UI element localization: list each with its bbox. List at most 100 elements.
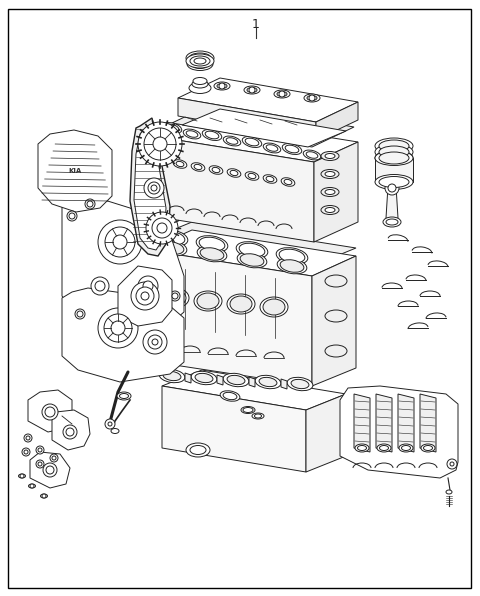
Ellipse shape (358, 445, 367, 451)
Circle shape (150, 223, 160, 233)
Circle shape (77, 311, 83, 317)
Ellipse shape (223, 392, 237, 400)
Ellipse shape (277, 258, 307, 274)
Ellipse shape (240, 254, 264, 266)
Ellipse shape (375, 151, 413, 166)
Circle shape (104, 314, 132, 342)
Ellipse shape (325, 345, 347, 357)
Ellipse shape (375, 138, 413, 154)
Ellipse shape (190, 445, 206, 455)
Polygon shape (420, 394, 436, 452)
Circle shape (144, 178, 164, 198)
Ellipse shape (165, 124, 179, 132)
Circle shape (170, 291, 180, 301)
Ellipse shape (194, 58, 206, 64)
Polygon shape (148, 230, 356, 276)
Ellipse shape (321, 169, 339, 178)
Ellipse shape (252, 413, 264, 419)
Polygon shape (118, 266, 172, 326)
Ellipse shape (191, 163, 205, 171)
Ellipse shape (276, 248, 308, 265)
Circle shape (42, 404, 58, 420)
Polygon shape (130, 118, 170, 256)
Polygon shape (306, 394, 346, 472)
Polygon shape (172, 103, 354, 147)
Polygon shape (182, 109, 346, 147)
Polygon shape (340, 386, 458, 478)
Ellipse shape (159, 370, 185, 383)
Ellipse shape (227, 375, 245, 384)
Ellipse shape (230, 296, 252, 312)
Circle shape (108, 422, 112, 426)
Ellipse shape (161, 288, 189, 308)
Polygon shape (185, 373, 191, 383)
Circle shape (388, 184, 396, 192)
Ellipse shape (379, 140, 409, 152)
Ellipse shape (303, 150, 321, 160)
Ellipse shape (446, 490, 452, 494)
Ellipse shape (28, 484, 36, 488)
Ellipse shape (176, 162, 184, 167)
Circle shape (113, 235, 127, 249)
Ellipse shape (190, 56, 210, 66)
Polygon shape (398, 394, 414, 452)
Ellipse shape (214, 82, 230, 90)
Ellipse shape (383, 217, 401, 227)
Ellipse shape (379, 152, 409, 164)
Circle shape (24, 450, 28, 454)
Ellipse shape (160, 242, 184, 254)
Ellipse shape (263, 299, 285, 315)
Ellipse shape (194, 164, 202, 170)
Ellipse shape (321, 188, 339, 197)
Ellipse shape (255, 375, 281, 389)
Polygon shape (316, 102, 358, 140)
Circle shape (153, 137, 167, 151)
Circle shape (144, 128, 176, 160)
Ellipse shape (263, 175, 277, 183)
Circle shape (141, 292, 149, 300)
Circle shape (95, 281, 105, 291)
Circle shape (152, 225, 158, 231)
Polygon shape (152, 136, 314, 242)
Ellipse shape (187, 57, 213, 70)
Circle shape (20, 474, 24, 478)
Circle shape (42, 494, 46, 498)
Ellipse shape (377, 444, 391, 452)
Ellipse shape (380, 445, 388, 451)
Ellipse shape (287, 377, 313, 391)
Circle shape (38, 462, 42, 466)
Circle shape (111, 321, 125, 335)
Ellipse shape (279, 249, 305, 263)
Polygon shape (314, 142, 358, 242)
Circle shape (26, 436, 30, 440)
Ellipse shape (260, 297, 288, 317)
Circle shape (43, 463, 57, 477)
Ellipse shape (291, 380, 309, 389)
Circle shape (152, 339, 158, 345)
Ellipse shape (191, 371, 217, 384)
Ellipse shape (259, 377, 277, 387)
Circle shape (138, 276, 158, 296)
Ellipse shape (375, 144, 413, 160)
Ellipse shape (226, 138, 238, 144)
Ellipse shape (379, 146, 409, 158)
Circle shape (52, 456, 56, 460)
Ellipse shape (307, 95, 317, 101)
Ellipse shape (242, 136, 262, 147)
Ellipse shape (155, 157, 169, 165)
Ellipse shape (195, 373, 213, 383)
Ellipse shape (282, 144, 302, 154)
Circle shape (172, 293, 178, 299)
Ellipse shape (281, 178, 295, 187)
Ellipse shape (355, 444, 369, 452)
Ellipse shape (158, 159, 166, 164)
Ellipse shape (111, 429, 119, 433)
Ellipse shape (421, 444, 435, 452)
Ellipse shape (277, 92, 287, 97)
Circle shape (105, 419, 115, 429)
Circle shape (36, 460, 44, 468)
Ellipse shape (117, 392, 131, 400)
Polygon shape (281, 379, 287, 389)
Ellipse shape (325, 275, 347, 287)
Ellipse shape (399, 444, 413, 452)
